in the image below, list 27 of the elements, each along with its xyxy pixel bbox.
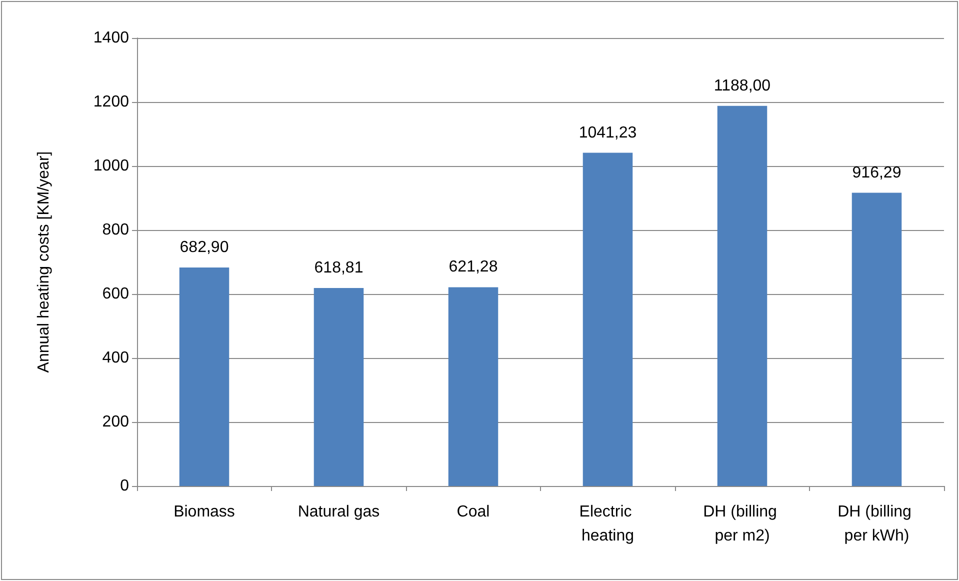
x-tick-label: Biomass [174,504,235,520]
bar [852,192,902,486]
y-tick-label: 800 [102,222,130,238]
data-label: 621,28 [448,258,498,276]
x-tick-label: DH (billing per m2) [703,504,782,544]
x-tick-label: Natural gas [298,504,380,520]
x-tick-label: DH (billing per kWh) [838,504,916,544]
bar [179,267,230,486]
y-tick-label: 1200 [93,94,130,110]
x-tick-label: Electric heating [579,504,636,544]
data-label: 1041,23 [578,124,637,142]
data-label: 916,29 [852,164,902,182]
y-axis-title: Annual heating costs [KM/year] [36,151,52,373]
y-tick-label: 0 [120,478,130,494]
y-tick-label: 600 [102,286,130,302]
x-tick-label: Coal [456,504,490,520]
data-label: 682,90 [180,238,229,256]
bar [448,287,498,486]
bar [314,288,364,486]
bar [582,152,633,486]
y-tick-label: 1400 [93,30,130,46]
y-tick-label: 200 [102,414,130,430]
bar [717,106,768,486]
y-tick-label: 400 [102,350,130,366]
data-label: 1188,00 [714,77,771,94]
data-label: 618,81 [314,259,364,276]
y-tick-label: 1000 [93,158,130,174]
